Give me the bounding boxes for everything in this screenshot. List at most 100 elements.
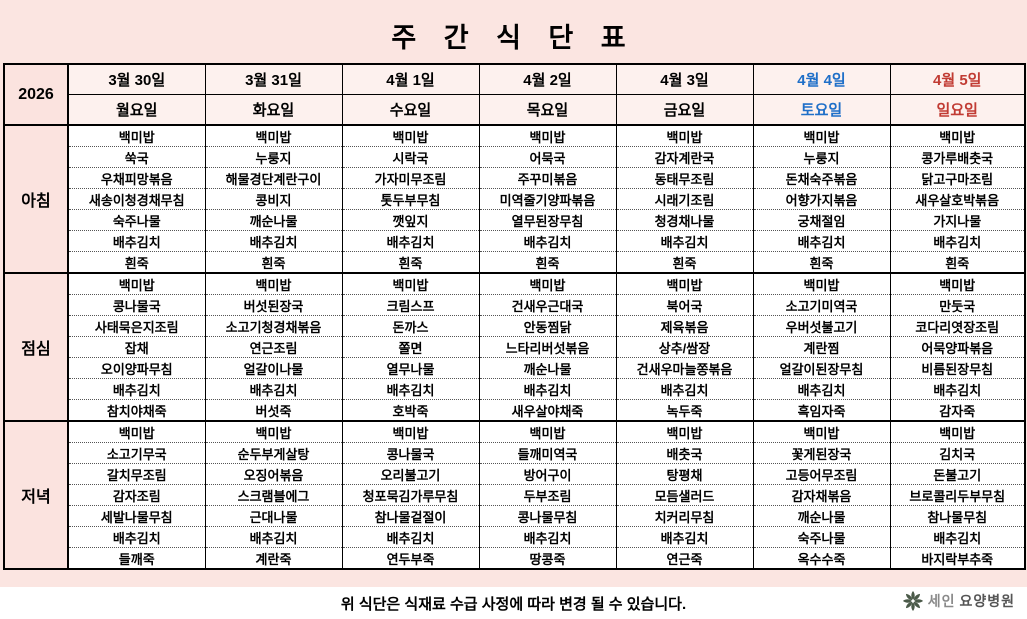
day-weekday-0: 월요일 <box>67 94 206 126</box>
hospital-name: 요양병원 <box>959 593 1015 609</box>
menu-row: 쑥국 누룽지 시락국 어묵국 감자계란국 누룽지 콩가루배춧국 <box>4 146 1026 168</box>
section-label-저녁: 저녁 <box>3 420 69 570</box>
meal-cell: 탕평채 <box>615 463 754 485</box>
meal-cell: 깨순나물 <box>752 505 891 527</box>
meal-cell: 가자미무조림 <box>341 167 480 189</box>
meal-cell: 오이양파무침 <box>67 357 206 379</box>
meal-cell: 흑임자죽 <box>752 399 891 422</box>
meal-cell: 참나물무침 <box>889 505 1026 527</box>
meal-cell: 감자계란국 <box>615 146 754 168</box>
meal-cell: 흰죽 <box>752 251 891 274</box>
meal-cell: 배추김치 <box>204 378 343 400</box>
meal-cell: 콩가루배춧국 <box>889 146 1026 168</box>
meal-cell: 어묵양파볶음 <box>889 336 1026 358</box>
meal-cell: 연근죽 <box>615 547 754 570</box>
meal-cell: 가지나물 <box>889 209 1026 231</box>
meal-cell: 느타리버섯볶음 <box>478 336 617 358</box>
meal-cell: 청경채나물 <box>615 209 754 231</box>
meal-cell: 모듬샐러드 <box>615 484 754 506</box>
meal-cell: 배추김치 <box>889 526 1026 548</box>
meal-cell: 들깨죽 <box>67 547 206 570</box>
day-weekday-5: 토요일 <box>752 94 891 126</box>
day-weekday-6: 일요일 <box>889 94 1026 126</box>
menu-row: 새송이청경채무침 콩비지 톳두부무침 미역줄기양파볶음 시래기조림 어향가지볶음 새우살호박… <box>4 188 1026 210</box>
weekday-header-row: 월요일 화요일 수요일 목요일 금요일 토요일 일요일 <box>4 94 1026 126</box>
meal-cell: 녹두죽 <box>615 399 754 422</box>
meal-cell: 백미밥 <box>478 125 617 147</box>
meal-cell: 오리불고기 <box>341 463 480 485</box>
meal-cell: 백미밥 <box>889 421 1026 443</box>
meal-cell: 돈채숙주볶음 <box>752 167 891 189</box>
meal-cell: 배추김치 <box>341 526 480 548</box>
meal-cell: 치커리무침 <box>615 505 754 527</box>
meal-cell: 흰죽 <box>478 251 617 274</box>
meal-cell: 콩비지 <box>204 188 343 210</box>
meal-cell: 흰죽 <box>615 251 754 274</box>
meal-cell: 배추김치 <box>67 526 206 548</box>
meal-cell: 백미밥 <box>204 421 343 443</box>
menu-row: 세발나물무침 근대나물 참나물겉절이 콩나물무침 치커리무침 깨순나물 참나물무침 <box>4 505 1026 527</box>
menu-row: 흰죽 흰죽 흰죽 흰죽 흰죽 흰죽 흰죽 <box>4 251 1026 274</box>
meal-cell: 새우살호박볶음 <box>889 188 1026 210</box>
meal-cell: 감자조림 <box>67 484 206 506</box>
day-date-6: 4월 5일 <box>889 64 1026 95</box>
meal-cell: 깨순나물 <box>478 357 617 379</box>
meal-cell: 스크램블에그 <box>204 484 343 506</box>
meal-cell: 옥수수죽 <box>752 547 891 570</box>
meal-cell: 청포묵김가루무침 <box>341 484 480 506</box>
meal-cell: 백미밥 <box>615 125 754 147</box>
menu-row: 소고기무국 순두부게살탕 콩나물국 들깨미역국 배춧국 꽃게된장국 김치국 <box>4 442 1026 464</box>
meal-cell: 배추김치 <box>341 230 480 252</box>
pinwheel-flower-icon <box>902 591 923 611</box>
meal-cell: 콩나물국 <box>341 442 480 464</box>
meal-cell: 백미밥 <box>615 421 754 443</box>
meal-cell: 계란죽 <box>204 547 343 570</box>
meal-cell: 상추/쌈장 <box>615 336 754 358</box>
menu-row: 숙주나물 깨순나물 깻잎지 열무된장무침 청경채나물 궁채절임 가지나물 <box>4 209 1026 231</box>
meal-cell: 배추김치 <box>478 526 617 548</box>
meal-cell: 호박죽 <box>341 399 480 422</box>
menu-row: 오이양파무침 얼갈이나물 열무나물 깨순나물 건새우마늘쫑볶음 얼갈이된장무침 비름된장무침 <box>4 357 1026 379</box>
meal-cell: 세발나물무침 <box>67 505 206 527</box>
menu-row: 배추김치 배추김치 배추김치 배추김치 배추김치 숙주나물 배추김치 <box>4 526 1026 548</box>
meal-cell: 배추김치 <box>889 378 1026 400</box>
meal-cell: 열무된장무침 <box>478 209 617 231</box>
meal-cell: 연두부죽 <box>341 547 480 570</box>
meal-cell: 궁채절임 <box>752 209 891 231</box>
meal-cell: 우버섯불고기 <box>752 315 891 337</box>
year-label: 2026 <box>3 63 69 126</box>
menu-row: 우채피망볶음 해물경단계란구이 가자미무조림 주꾸미볶음 동태무조림 돈채숙주볶음 닭고구마… <box>4 167 1026 189</box>
meal-cell: 근대나물 <box>204 505 343 527</box>
meal-cell: 백미밥 <box>478 273 617 295</box>
meal-cell: 새우살야채죽 <box>478 399 617 422</box>
meal-cell: 어향가지볶음 <box>752 188 891 210</box>
meal-cell: 돈불고기 <box>889 463 1026 485</box>
menu-row: 갈치무조림 오징어볶음 오리불고기 방어구이 탕평채 고등어무조림 돈불고기 <box>4 463 1026 485</box>
meal-cell: 톳두부무침 <box>341 188 480 210</box>
meal-cell: 흰죽 <box>67 251 206 274</box>
meal-cell: 크림스프 <box>341 294 480 316</box>
meal-cell: 북어국 <box>615 294 754 316</box>
meal-cell: 바지락부추죽 <box>889 547 1026 570</box>
day-date-1: 3월 31일 <box>204 64 343 95</box>
meal-cell: 소고기무국 <box>67 442 206 464</box>
menu-row: 잡채 연근조림 쫄면 느타리버섯볶음 상추/쌈장 계란찜 어묵양파볶음 <box>4 336 1026 358</box>
meal-cell: 코다리엿장조림 <box>889 315 1026 337</box>
meal-cell: 얼갈이나물 <box>204 357 343 379</box>
menu-row: 사태묵은지조림 소고기청경채볶음 돈까스 안동찜닭 제육볶음 우버섯불고기 코다리엿장조림 <box>4 315 1026 337</box>
meal-cell: 백미밥 <box>752 421 891 443</box>
meal-cell: 들깨미역국 <box>478 442 617 464</box>
meal-cell: 시래기조림 <box>615 188 754 210</box>
meal-cell: 깻잎지 <box>341 209 480 231</box>
meal-cell: 잡채 <box>67 336 206 358</box>
meal-cell: 사태묵은지조림 <box>67 315 206 337</box>
meal-cell: 백미밥 <box>341 125 480 147</box>
meal-cell: 버섯죽 <box>204 399 343 422</box>
day-date-0: 3월 30일 <box>67 64 206 95</box>
meal-cell: 열무나물 <box>341 357 480 379</box>
meal-cell: 백미밥 <box>67 273 206 295</box>
meal-cell: 백미밥 <box>67 125 206 147</box>
page-title: 주 간 식 단 표 <box>391 23 636 53</box>
meal-cell: 배추김치 <box>615 526 754 548</box>
meal-cell: 배추김치 <box>478 378 617 400</box>
